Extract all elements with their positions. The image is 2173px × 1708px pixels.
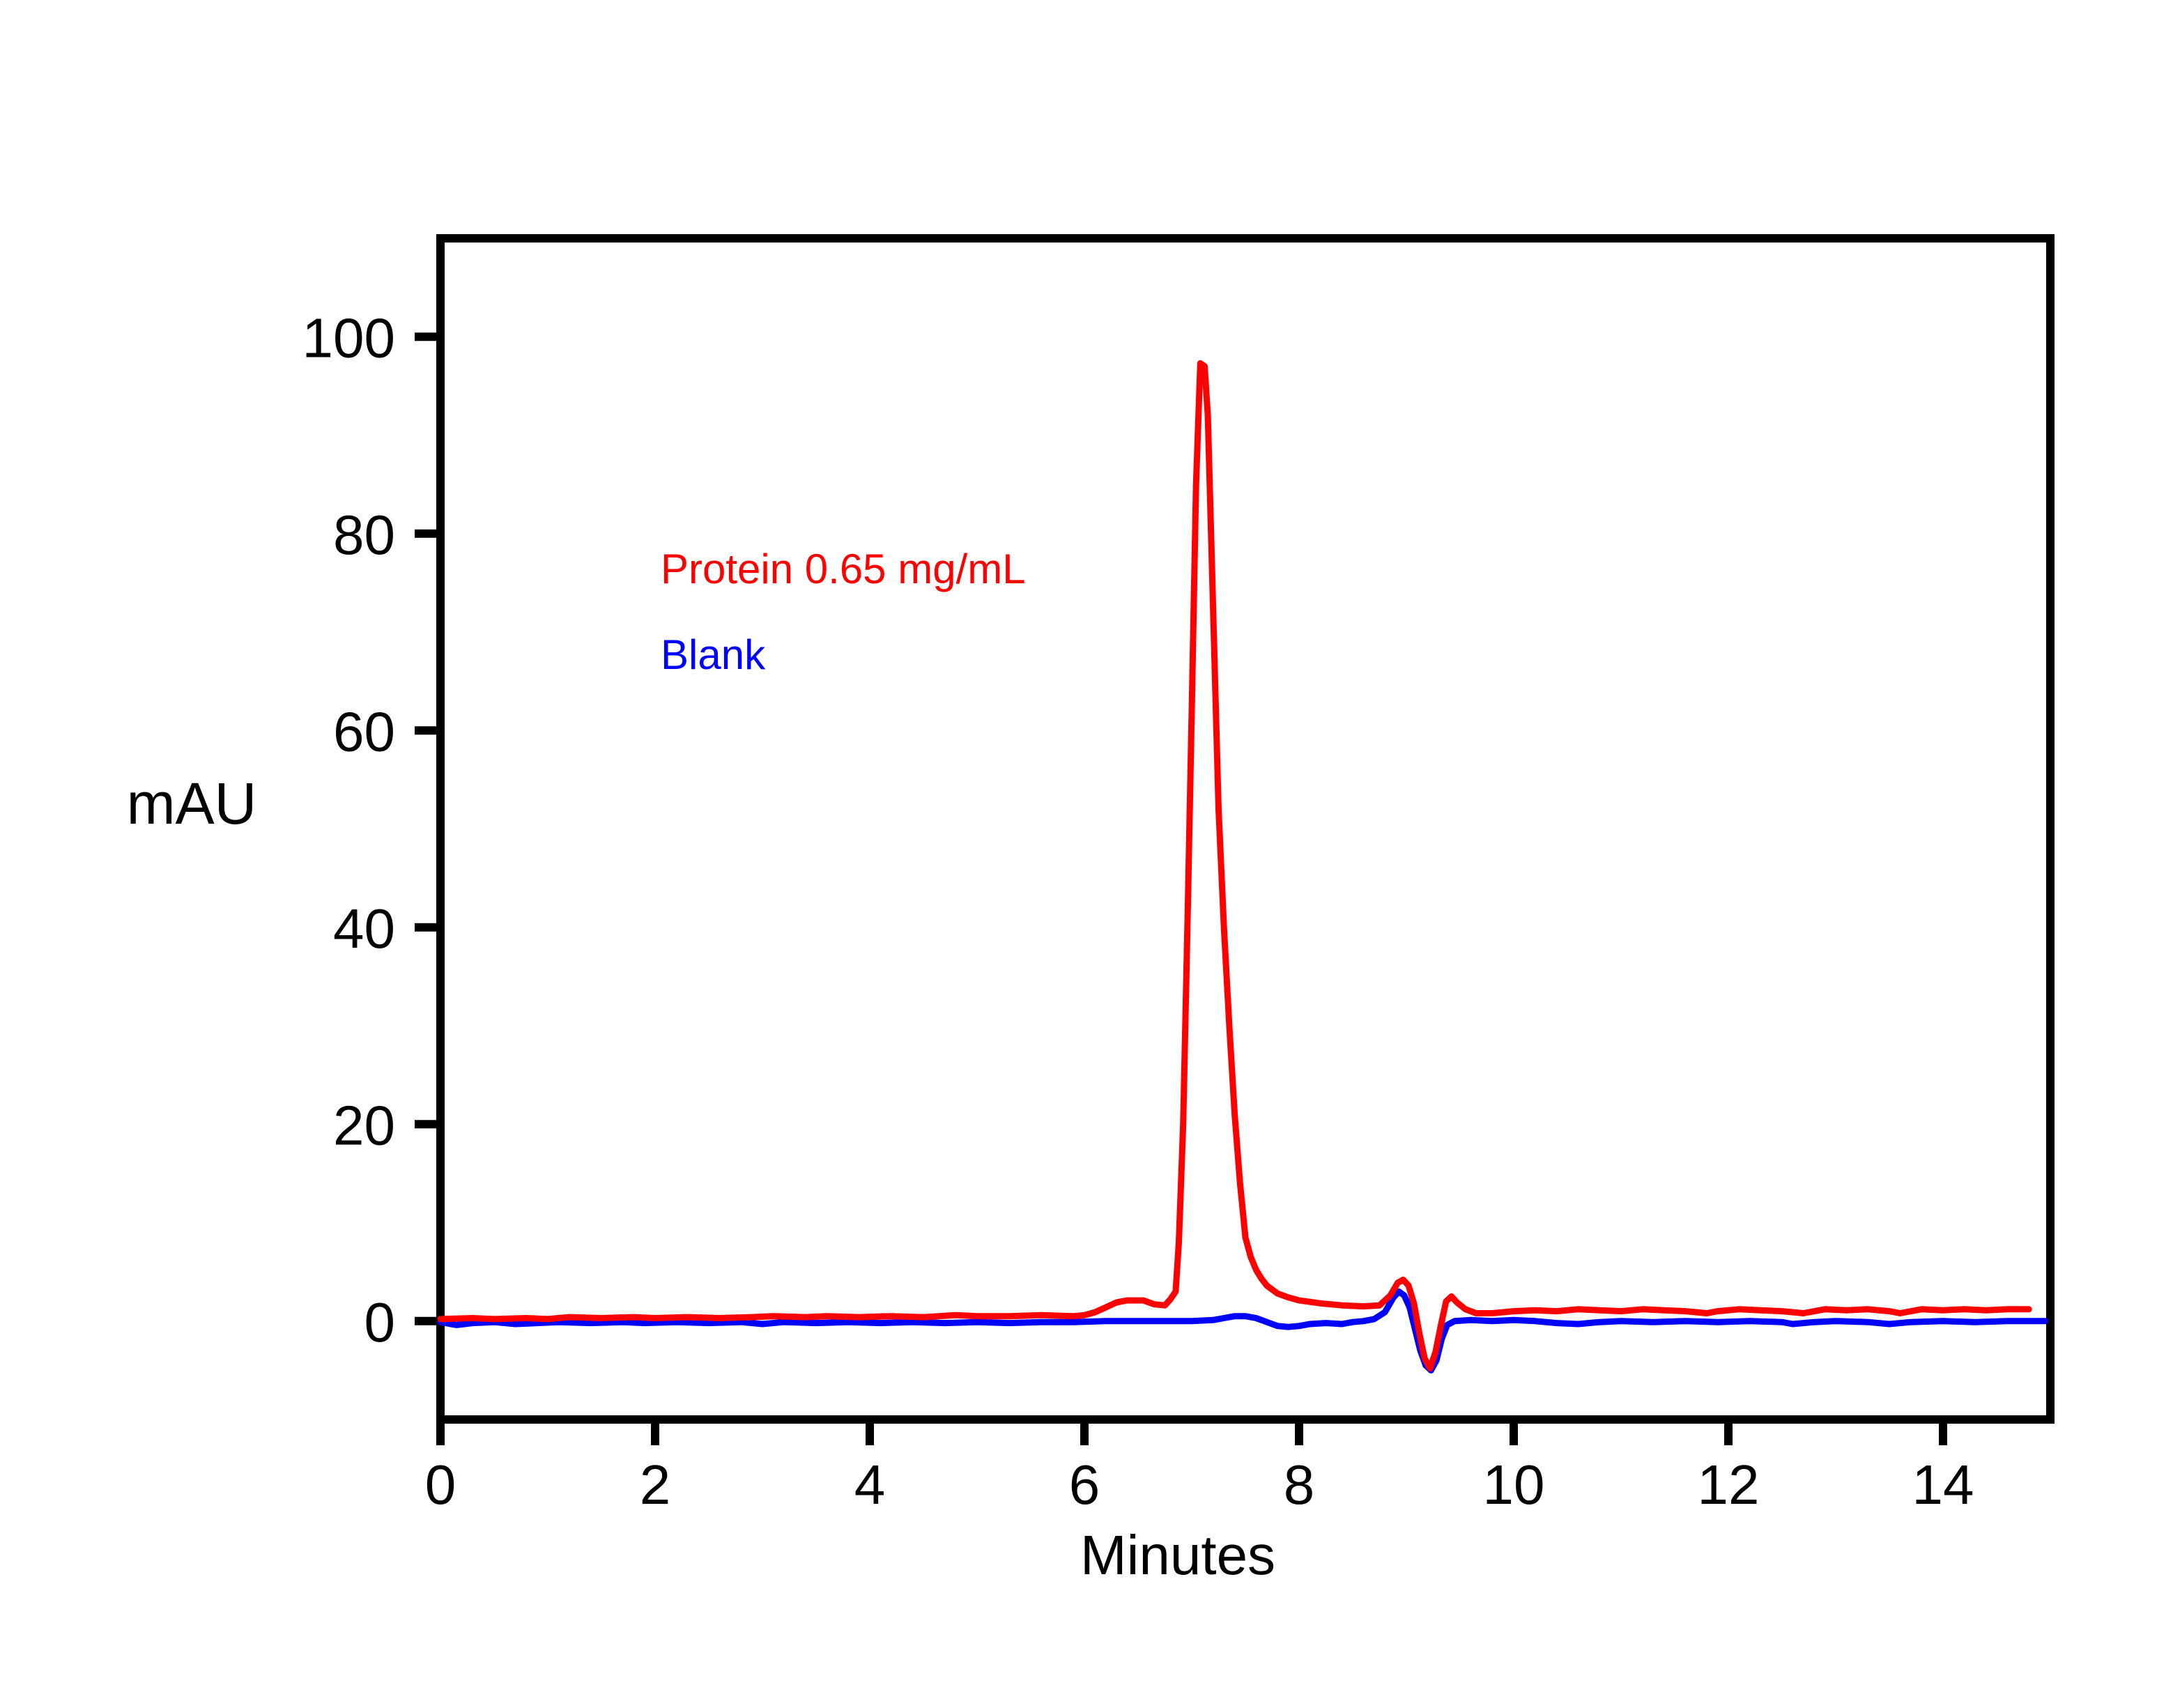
- y-tick-label: 100: [302, 307, 395, 369]
- x-tick-label: 12: [1698, 1454, 1760, 1516]
- x-tick-label: 2: [640, 1454, 671, 1516]
- plot-border: [436, 234, 2055, 1424]
- trace-protein: [437, 360, 2032, 1371]
- x-tick-label: 6: [1069, 1454, 1100, 1516]
- x-tick-label: 4: [854, 1454, 886, 1516]
- y-tick-label: 20: [333, 1094, 395, 1156]
- x-tick-label: 10: [1483, 1454, 1545, 1516]
- y-tick-label: 60: [333, 700, 395, 762]
- x-axis-title: Minutes: [1080, 1524, 1276, 1586]
- y-tick-label: 40: [333, 898, 395, 960]
- x-tick-label: 0: [425, 1454, 456, 1516]
- y-axis-title: mAU: [126, 771, 257, 836]
- x-tick-label: 14: [1912, 1454, 1974, 1516]
- legend-label-protein: Protein 0.65 mg/mL: [661, 546, 1026, 592]
- y-tick-label: 0: [364, 1291, 396, 1353]
- y-tick-label: 80: [333, 504, 395, 566]
- legend-label-blank: Blank: [661, 631, 766, 678]
- x-tick-label: 8: [1284, 1454, 1315, 1516]
- trace-blank: [437, 1288, 2048, 1374]
